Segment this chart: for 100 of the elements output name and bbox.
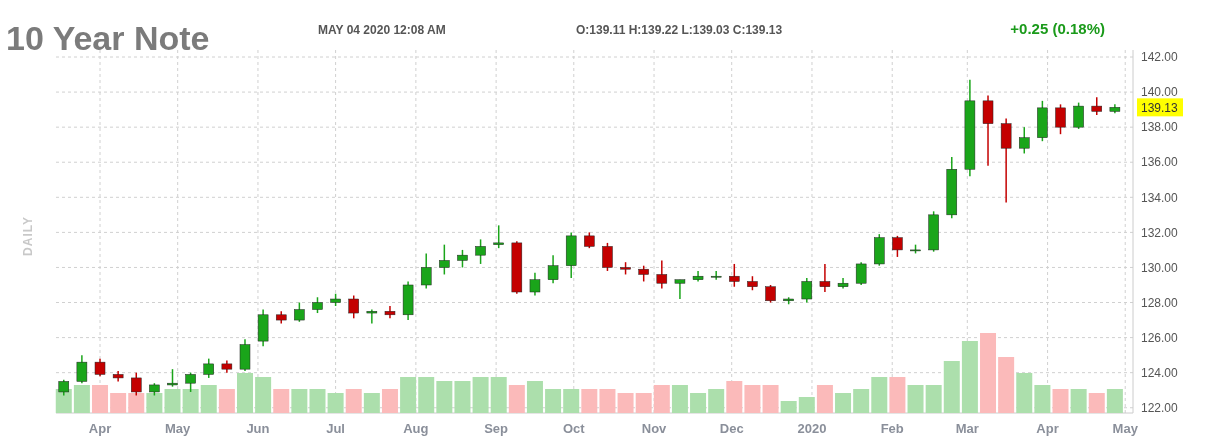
bar [1106, 389, 1123, 413]
x-tick-label: Jul [326, 421, 345, 436]
bar [943, 361, 960, 413]
y-tick-label: 134.00 [1141, 190, 1179, 205]
bar [1052, 389, 1069, 413]
y-tick-label: 136.00 [1141, 155, 1179, 170]
bar [998, 357, 1015, 413]
x-tick-label: Oct [562, 421, 586, 436]
y-tick-label: 128.00 [1141, 295, 1179, 310]
bar [599, 389, 616, 413]
candlestick [547, 254, 559, 284]
y-tick-label: 142.00 [1141, 50, 1179, 65]
bar [563, 389, 580, 413]
x-tick-label: Feb [880, 421, 904, 436]
candlestick [493, 224, 504, 249]
candlestick [710, 270, 722, 281]
y-tick-label: 140.00 [1141, 85, 1179, 100]
bar [472, 377, 489, 413]
bar [545, 389, 562, 413]
bar [690, 393, 707, 413]
bar [798, 397, 815, 413]
y-tick-label: 138.00 [1141, 120, 1179, 135]
candlestick [729, 263, 740, 288]
x-tick-label: Apr [1036, 421, 1059, 436]
bar [164, 389, 181, 413]
bar [762, 385, 779, 413]
bar [980, 333, 997, 413]
bar [255, 377, 272, 413]
bar [73, 385, 90, 413]
x-tick-label: Mar [955, 421, 979, 436]
candlestick [131, 371, 142, 397]
candlestick [1055, 103, 1066, 135]
candlestick [1019, 126, 1030, 155]
bar [291, 389, 308, 413]
bar [218, 389, 235, 413]
text: +0.25 (0.18%) [1010, 20, 1105, 37]
bar [780, 401, 797, 413]
candlestick [185, 371, 196, 393]
y-tick-label: 122.00 [1141, 400, 1179, 415]
bar [309, 389, 326, 413]
candlestick [294, 301, 305, 323]
bar [273, 389, 290, 413]
candlestick [819, 263, 831, 293]
candlestick [674, 278, 686, 300]
candlestick [602, 242, 613, 272]
bar [236, 373, 253, 413]
bar [400, 377, 417, 413]
text: O:139.11 H:139.22 L:139.03 C:139.13 [576, 23, 783, 37]
candlestick [348, 294, 359, 320]
bar [617, 393, 634, 413]
candlestick [366, 308, 378, 325]
x-tick-label: Sep [484, 421, 509, 436]
candlestick [656, 259, 668, 290]
bar [418, 377, 435, 413]
bar [1070, 389, 1087, 413]
bar [92, 385, 109, 413]
bar [653, 385, 670, 413]
bar [327, 393, 344, 413]
bar [454, 381, 471, 413]
candlestick [76, 354, 88, 384]
candlestick [801, 277, 813, 304]
x-tick-label: Aug [403, 421, 429, 436]
bar [200, 385, 217, 413]
bar [835, 393, 852, 413]
x-tick-label: Nov [641, 421, 668, 436]
bar [508, 385, 525, 413]
y-tick-label: 126.00 [1141, 330, 1179, 345]
x-tick-label: Dec [719, 421, 744, 436]
candlestick [892, 235, 903, 258]
bar [182, 389, 199, 413]
bar [110, 393, 127, 413]
bar [708, 389, 725, 413]
candlestick [855, 261, 867, 286]
text: 139.13 [1141, 100, 1179, 115]
y-tick-label: 124.00 [1141, 365, 1179, 380]
bar [925, 385, 942, 413]
candlestick [203, 357, 214, 379]
bar [436, 381, 453, 413]
bar [1088, 393, 1105, 413]
bar [363, 393, 380, 413]
bar [526, 381, 543, 413]
bar [671, 385, 688, 413]
bar [961, 341, 978, 413]
bar [1016, 373, 1033, 413]
candlestick [475, 238, 486, 265]
candlestick [982, 94, 994, 167]
bar [635, 393, 652, 413]
candlestick [529, 271, 541, 297]
bar [907, 385, 924, 413]
bar [871, 377, 888, 413]
bar [816, 385, 833, 413]
bar [889, 377, 906, 413]
bar [581, 389, 598, 413]
x-tick-label: 2020 [797, 421, 827, 436]
bar [744, 385, 761, 413]
x-tick-label: May [165, 421, 192, 436]
y-tick-label: 130.00 [1141, 260, 1179, 275]
bar [1034, 385, 1051, 413]
y-tick-label: 132.00 [1141, 225, 1179, 240]
bar [853, 389, 870, 413]
